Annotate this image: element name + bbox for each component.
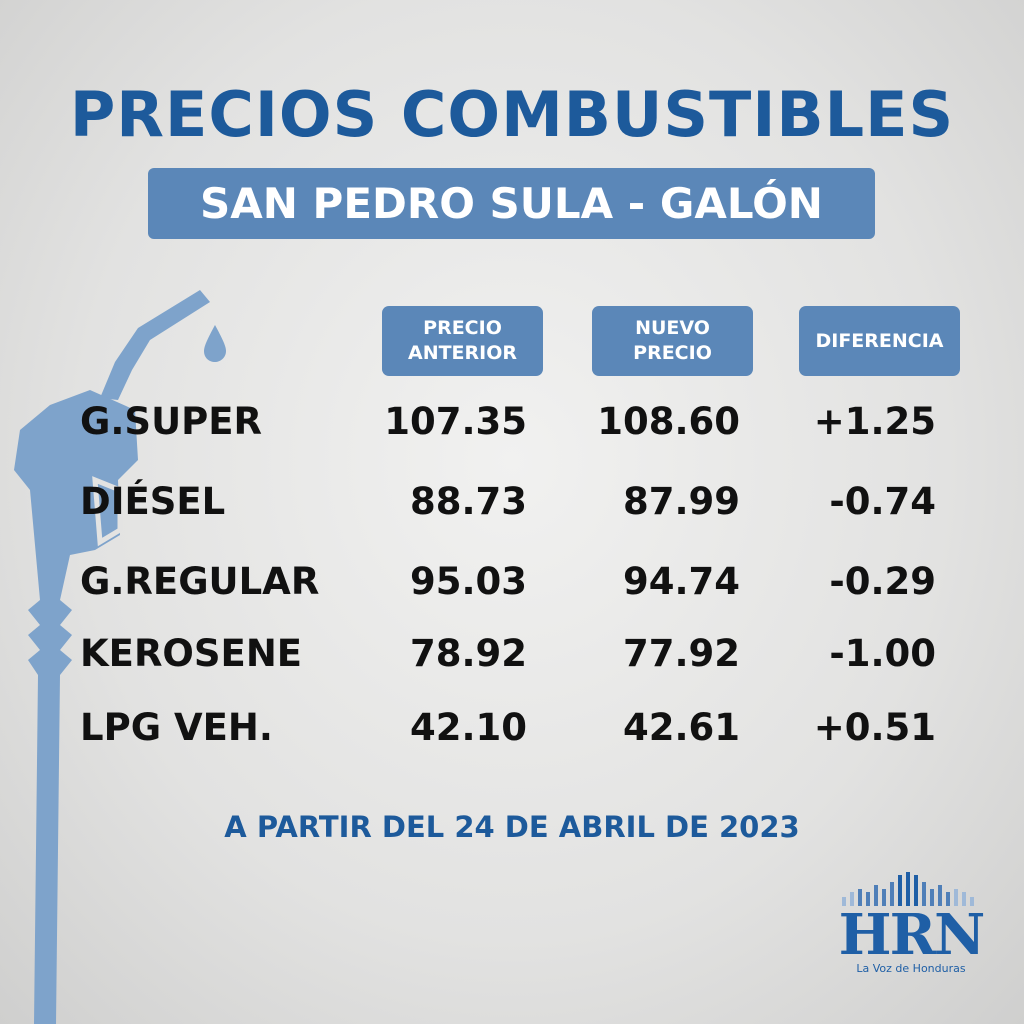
table-row: KEROSENE 78.92 77.92 -1.00 <box>0 632 1024 682</box>
page-title: PRECIOS COMBUSTIBLES <box>69 78 955 151</box>
price-difference: -0.74 <box>829 480 936 523</box>
fuel-drop-icon <box>204 325 226 362</box>
fuel-name: G.SUPER <box>80 400 263 443</box>
new-price: 108.60 <box>597 400 740 443</box>
subtitle-banner: SAN PEDRO SULA - GALÓN <box>148 168 875 239</box>
previous-price: 107.35 <box>384 400 527 443</box>
price-difference: -0.29 <box>829 560 936 603</box>
logo-tagline: La Voz de Honduras <box>856 962 966 975</box>
table-row: G.SUPER 107.35 108.60 +1.25 <box>0 400 1024 450</box>
new-price: 42.61 <box>622 706 740 749</box>
price-difference: +0.51 <box>813 706 936 749</box>
price-difference: +1.25 <box>813 400 936 443</box>
effective-date: A PARTIR DEL 24 DE ABRIL DE 2023 <box>224 810 800 844</box>
hrn-logo: HRN La Voz de Honduras <box>836 870 986 975</box>
fuel-pump-nozzle-icon <box>14 290 226 1024</box>
fuel-name: LPG VEH. <box>80 706 273 749</box>
previous-price: 78.92 <box>409 632 527 675</box>
new-price: 94.74 <box>622 560 740 603</box>
equalizer-bars-icon <box>842 872 974 906</box>
new-price: 77.92 <box>622 632 740 675</box>
fuel-name: DIÉSEL <box>80 480 226 523</box>
column-header-new: NUEVO PRECIO <box>592 306 753 376</box>
table-row: DIÉSEL 88.73 87.99 -0.74 <box>0 480 1024 530</box>
fuel-name: G.REGULAR <box>80 560 320 603</box>
new-price: 87.99 <box>622 480 740 523</box>
table-row: G.REGULAR 95.03 94.74 -0.29 <box>0 560 1024 610</box>
price-difference: -1.00 <box>829 632 936 675</box>
fuel-name: KEROSENE <box>80 632 303 675</box>
previous-price: 95.03 <box>409 560 527 603</box>
column-header-diff: DIFERENCIA <box>799 306 960 376</box>
logo-text: HRN <box>838 902 986 968</box>
table-row: LPG VEH. 42.10 42.61 +0.51 <box>0 706 1024 756</box>
column-header-previous: PRECIO ANTERIOR <box>382 306 543 376</box>
previous-price: 42.10 <box>409 706 527 749</box>
previous-price: 88.73 <box>409 480 527 523</box>
